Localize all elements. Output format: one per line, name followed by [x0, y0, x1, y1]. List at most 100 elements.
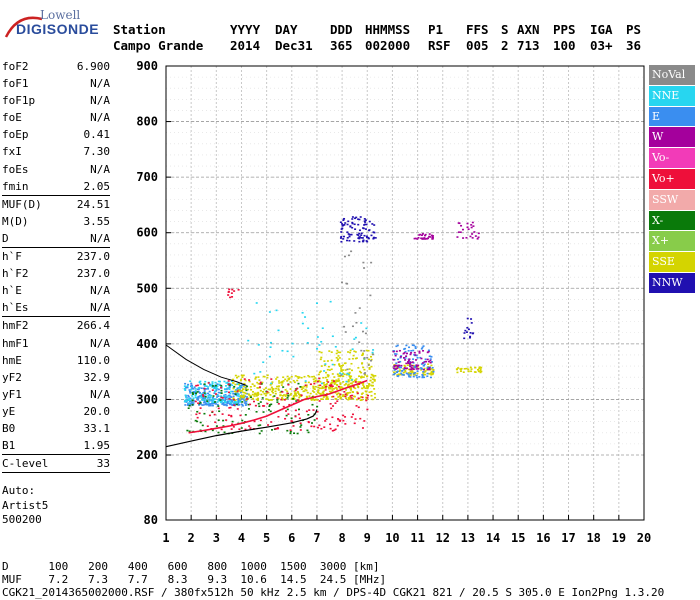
echo-point-sse — [349, 376, 352, 379]
echo-point-sse — [339, 387, 342, 389]
echo-point-sse — [242, 396, 245, 399]
echo-point-vo — [329, 385, 332, 388]
echo-point-sse — [271, 381, 274, 383]
echo-point-x — [316, 405, 319, 408]
echo-point-e — [237, 403, 240, 405]
echo-point-e — [196, 397, 199, 399]
echo-point-nnw — [358, 229, 361, 232]
echo-point-nne — [216, 385, 219, 387]
echo-point-e — [221, 403, 224, 405]
echo-point-e — [402, 374, 405, 376]
echo-point-e — [225, 396, 228, 399]
echo-point-sse — [308, 375, 311, 378]
param-value: 20.0 — [83, 404, 111, 418]
echo-point-e — [239, 391, 242, 394]
echo-point-e — [190, 382, 193, 385]
echo-point-vo — [333, 429, 336, 432]
echo-point-x — [233, 385, 236, 388]
param-row: foE N/A — [2, 109, 110, 126]
echo-point-sse — [372, 376, 375, 378]
echo-point-e — [429, 358, 432, 360]
echo-point-sse — [371, 381, 374, 384]
param-name: hmF1 — [2, 336, 29, 350]
echo-point-vo — [308, 409, 311, 411]
echo-point-sse — [345, 383, 348, 385]
echo-point-nnw — [342, 224, 345, 227]
echo-point-sse — [409, 370, 412, 373]
echo-point-nne — [316, 348, 319, 350]
echo-point-sse — [293, 395, 296, 397]
echo-point-x — [269, 410, 272, 413]
echo-point-nne — [211, 386, 214, 389]
echo-point-w — [431, 236, 434, 238]
echo-point-sse — [232, 382, 235, 384]
echo-point-sse — [320, 365, 323, 367]
echo-point-sse — [247, 397, 250, 400]
echo-point-vo — [329, 403, 332, 405]
echo-point-e — [395, 362, 398, 365]
echo-point-x — [293, 432, 296, 435]
echo-point-nne — [236, 401, 239, 404]
echo-point-sse — [337, 380, 340, 382]
echo-point-nne — [216, 387, 219, 390]
echo-point-vo — [366, 408, 369, 411]
echo-point-w — [470, 224, 473, 226]
x-tick-label: 12 — [436, 531, 450, 545]
echo-point-nnw — [339, 221, 342, 224]
echo-point-e — [208, 393, 211, 396]
echo-point-e — [188, 390, 191, 393]
echo-point-vo — [248, 379, 251, 381]
echo-point-e — [224, 396, 227, 398]
echo-point-noval — [363, 372, 366, 375]
echo-point-sse — [334, 391, 337, 394]
echo-point-sse — [234, 383, 237, 386]
y-tick-label: 900 — [136, 59, 158, 73]
echo-point-nne — [321, 327, 324, 330]
echo-point-w — [392, 350, 395, 353]
echo-point-nne — [200, 395, 203, 398]
echo-point-e — [415, 374, 418, 377]
echo-point-w — [419, 233, 422, 236]
echo-point-e — [231, 401, 234, 403]
echo-point-vo — [310, 425, 313, 428]
echo-point-sse — [312, 387, 315, 390]
echo-point-sse — [352, 397, 355, 400]
echo-point-sse — [240, 389, 243, 392]
echo-point-x — [273, 395, 276, 397]
echo-point-e — [206, 392, 209, 395]
echo-point-sse — [234, 374, 237, 377]
echo-point-e — [230, 399, 233, 402]
param-row: hmF1 N/A — [2, 335, 110, 352]
echo-point-nne — [206, 397, 209, 399]
echo-point-nne — [194, 394, 197, 397]
echo-point-nnw — [351, 226, 354, 229]
echo-point-sse — [470, 368, 473, 370]
echo-point-e — [202, 404, 205, 406]
echo-point-sse — [430, 364, 433, 367]
echo-point-w — [431, 237, 434, 240]
param-separator — [2, 472, 110, 474]
echo-point-sse — [268, 399, 271, 402]
echo-point-x — [203, 412, 206, 415]
echo-point-vo — [288, 403, 291, 406]
echo-point-x — [196, 410, 199, 413]
echo-point-x — [269, 404, 272, 406]
echo-point-sse — [304, 381, 307, 384]
echo-point-nne — [315, 302, 318, 305]
echo-point-nne — [331, 335, 334, 338]
echo-point-x — [186, 429, 189, 432]
echo-point-nne — [220, 400, 223, 403]
echo-point-sse — [251, 383, 254, 385]
echo-point-sse — [278, 382, 281, 384]
echo-point-sse — [350, 389, 353, 391]
echo-point-sse — [271, 387, 274, 390]
echo-point-e — [203, 388, 206, 391]
echo-point-vo — [282, 405, 285, 408]
echo-point-sse — [317, 389, 320, 391]
echo-point-nne — [351, 348, 354, 350]
muf-unit: [MHz] — [353, 573, 387, 586]
echo-point-e — [198, 392, 201, 394]
echo-point-e — [401, 370, 404, 372]
echo-point-sse — [320, 356, 323, 359]
echo-point-w — [420, 237, 423, 240]
